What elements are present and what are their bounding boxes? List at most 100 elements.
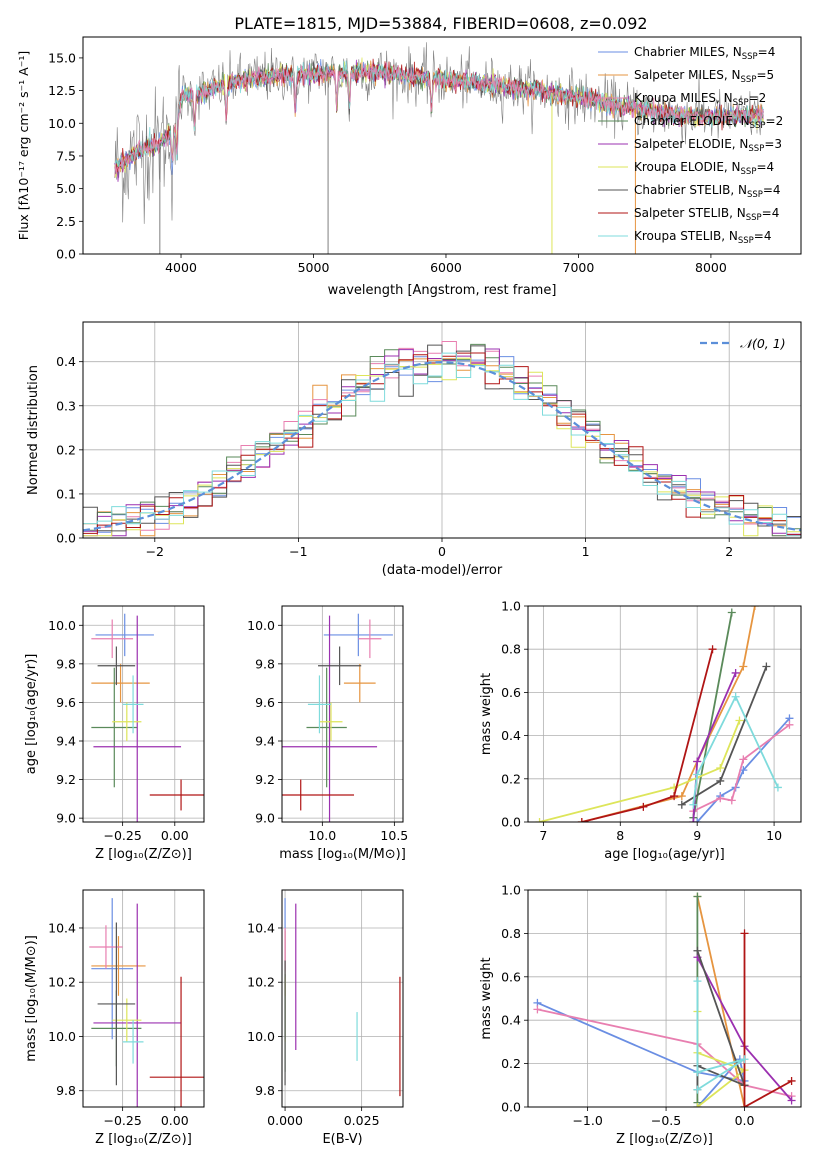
y-tick-label: 0.6 bbox=[501, 685, 521, 700]
legend-label: Salpeter MILES, NSSP=5 bbox=[634, 68, 774, 85]
x-tick-label: 7 bbox=[539, 828, 547, 843]
legend-label: Salpeter STELIB, NSSP=4 bbox=[634, 206, 779, 223]
y-axis-label: mass weight bbox=[479, 957, 494, 1039]
mass-weight-marker bbox=[639, 802, 648, 811]
mw_vs_Z-series bbox=[533, 892, 796, 1107]
y-tick-label: 1.0 bbox=[501, 599, 521, 614]
errorbar-point bbox=[122, 1020, 144, 1064]
mw_vs_Z-frame bbox=[527, 889, 802, 1108]
x-axis-label: Z [log₁₀(Z/Z⊙)] bbox=[95, 847, 192, 862]
errorbar-point bbox=[91, 898, 134, 1040]
spectrum-data bbox=[114, 42, 764, 254]
mass-weight-marker bbox=[740, 1055, 749, 1064]
y-tick-label: 9.8 bbox=[255, 656, 275, 671]
x-tick-label: −1 bbox=[289, 544, 307, 559]
mass-weight-marker bbox=[735, 716, 744, 725]
mass-weight-marker bbox=[577, 818, 586, 822]
errorbar-point bbox=[319, 702, 343, 741]
y-tick-label: 10.4 bbox=[247, 920, 275, 935]
mass-weight-marker bbox=[740, 1103, 749, 1107]
mass_vs_Z-errorbars bbox=[89, 898, 204, 1107]
x-axis-label: mass [log₁₀(M/M⊙)] bbox=[279, 847, 406, 862]
mass-weight-line bbox=[696, 950, 747, 1090]
residual-histogram-step bbox=[83, 352, 801, 537]
mass-weight-marker bbox=[693, 1068, 702, 1077]
figure-title: PLATE=1815, MJD=53884, FIBERID=0608, z=0… bbox=[234, 14, 647, 33]
age_vs_mass-errorbars bbox=[282, 613, 393, 822]
x-axis-label: age [log₁₀(age/yr)] bbox=[604, 847, 725, 862]
mass-weight-marker bbox=[727, 796, 736, 805]
errorbar-point bbox=[318, 646, 362, 686]
mass-weight-marker bbox=[693, 977, 702, 986]
y-tick-label: 0.4 bbox=[501, 728, 521, 743]
errorbar-point bbox=[91, 936, 146, 996]
x-tick-label: 0 bbox=[438, 544, 446, 559]
residuals-axes: −2 −1 0 1 2 0.0 0.1 0.2 0.3 0.4 (data-model)/error… bbox=[26, 322, 801, 578]
mw_vs_Z-axes: −1.0 −0.5 0.0 0.0 0.2 0.4 0.6 0.8 1.0 Z [log₁₀(Z/… bbox=[479, 883, 801, 1147]
y-tick-label: 9.6 bbox=[255, 695, 275, 710]
y-axis-label: Normed distribution bbox=[26, 365, 41, 495]
y-tick-label: 0.4 bbox=[56, 354, 76, 369]
residuals-frame bbox=[82, 321, 802, 539]
errorbar-point bbox=[306, 667, 347, 788]
legend-label: Chabrier STELIB, NSSP=4 bbox=[634, 183, 781, 200]
mass-weight-marker bbox=[716, 776, 725, 785]
spectrum-legend: Chabrier MILES, NSSP=4 Salpeter MILES, NS… bbox=[598, 45, 783, 246]
y-tick-label: 0.8 bbox=[501, 642, 521, 657]
x-tick-label: 7000 bbox=[563, 260, 595, 275]
y-tick-label: 0.6 bbox=[501, 969, 521, 984]
mass-weight-marker bbox=[693, 1103, 702, 1107]
age_vs_mass-frame bbox=[281, 605, 404, 823]
mass_vs_Z-axes: −0.25 0.00 9.8 10.0 10.2 10.4 Z [log₁₀(Z/Z⊙)] m… bbox=[24, 890, 204, 1147]
x-tick-label: 0.00 bbox=[161, 828, 189, 843]
x-tick-label: 2 bbox=[725, 544, 733, 559]
errorbar-point bbox=[112, 702, 142, 741]
legend-label: Salpeter ELODIE, NSSP=3 bbox=[634, 137, 782, 154]
x-tick-label: −1.0 bbox=[572, 1113, 602, 1128]
mass_vs_ebv-errorbars bbox=[284, 898, 401, 1097]
mass-weight-marker bbox=[708, 645, 717, 654]
errorbar-point bbox=[95, 613, 154, 657]
age_vs_Z-frame bbox=[82, 605, 205, 823]
errorbar-point bbox=[91, 663, 150, 703]
mass-weight-marker bbox=[787, 1096, 796, 1105]
x-tick-label: 4000 bbox=[165, 260, 197, 275]
y-tick-label: 0.2 bbox=[56, 442, 76, 457]
y-tick-label: 0.0 bbox=[56, 247, 76, 262]
y-tick-label: 15.0 bbox=[48, 50, 76, 65]
errorbar-point bbox=[93, 903, 182, 1107]
mass_vs_ebv-axes: 0.000 0.025 9.8 10.0 10.2 10.4 E(B-V) bbox=[247, 890, 403, 1147]
mass-weight-line bbox=[743, 933, 793, 1107]
errorbar-point bbox=[282, 615, 378, 822]
y-tick-label: 5.0 bbox=[56, 181, 76, 196]
age_vs_mass-axes: 10.0 10.5 9.0 9.2 9.4 9.6 9.8 10.0 mass [log₁₀(M… bbox=[247, 606, 408, 862]
x-axis-label: Z [log₁₀(Z/Z⊙)] bbox=[616, 1132, 713, 1147]
mw_vs_age-axes: 7 8 9 10 0.0 0.2 0.4 0.6 0.8 1.0 age [log₁₀(age/yr… bbox=[479, 599, 801, 862]
x-axis-label: wavelength [Angstrom, rest frame] bbox=[328, 283, 557, 298]
mass-weight-marker bbox=[689, 800, 698, 809]
y-tick-label: 0.4 bbox=[501, 1013, 521, 1028]
y-tick-label: 9.2 bbox=[56, 772, 76, 787]
mass-weight-marker bbox=[670, 792, 679, 801]
y-tick-label: 10.2 bbox=[247, 975, 275, 990]
y-tick-label: 9.6 bbox=[56, 695, 76, 710]
mass-weight-marker bbox=[689, 818, 698, 822]
errorbar-point bbox=[343, 663, 376, 703]
mass-weight-marker bbox=[787, 1076, 796, 1085]
x-tick-label: 10 bbox=[766, 828, 782, 843]
y-tick-label: 10.2 bbox=[48, 975, 76, 990]
y-tick-label: 0.0 bbox=[56, 531, 76, 546]
mass-weight-marker bbox=[750, 606, 759, 610]
errorbar-point bbox=[122, 675, 144, 734]
mass-weight-marker bbox=[716, 764, 725, 772]
errorbar-point bbox=[91, 619, 134, 659]
y-tick-label: 10.0 bbox=[247, 618, 275, 633]
x-tick-label: 6000 bbox=[430, 260, 462, 275]
y-tick-label: 10.4 bbox=[48, 920, 76, 935]
legend-label: Chabrier MILES, NSSP=4 bbox=[634, 45, 775, 62]
mass-weight-marker bbox=[693, 946, 702, 955]
y-tick-label: 0.0 bbox=[501, 1100, 521, 1115]
errorbar-point bbox=[323, 613, 393, 657]
age_vs_Z-axes: −0.25 0.00 9.0 9.2 9.4 9.6 9.8 10.0 Z [log₁₀(Z/Z… bbox=[24, 606, 204, 862]
